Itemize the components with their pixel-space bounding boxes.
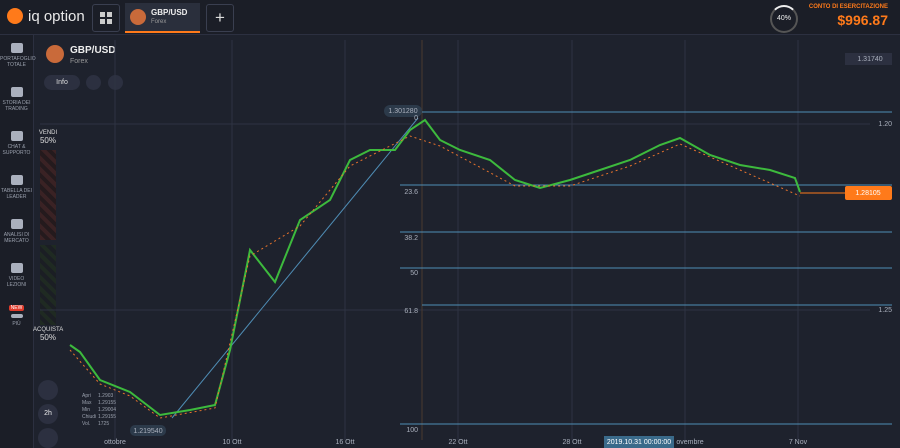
fib-label: 61.8	[404, 308, 418, 315]
fib-trend	[171, 117, 419, 419]
ohlc-value: 1.29155	[98, 414, 117, 420]
ohlc-key: Apri	[82, 393, 91, 399]
account-balance[interactable]: $996.87	[837, 12, 888, 28]
tab-subtitle: Forex	[151, 19, 167, 25]
sidebar: PORTAFOGLIO TOTALE STORIA DEI TRADING CH…	[0, 35, 36, 448]
price-line	[69, 118, 801, 417]
ohlc-row: Vol. 1725	[82, 421, 114, 428]
current-price-tag	[845, 186, 892, 200]
side-label: PORTAFOGLIO TOTALE	[0, 56, 36, 68]
side-label: CHAT & SUPPORTO	[2, 144, 31, 156]
asset-tab[interactable]: GBP/USD Forex	[125, 3, 200, 33]
ohlc-row: Apri 1.2903	[82, 393, 114, 400]
ohlc-row: Max 1.29155	[82, 400, 117, 407]
sell-percent: 50%	[39, 136, 56, 145]
top-price: 1.31740	[857, 56, 882, 63]
favorite-button[interactable]	[108, 75, 123, 90]
ohlc-box: Apri 1.2903 Max 1.29155 Min 1.29004 Chiudi 1…	[82, 393, 117, 428]
side-label: ANALISI DI MERCATO	[3, 232, 30, 244]
fib-lines	[400, 111, 892, 425]
current-price: 1.28105	[855, 190, 880, 197]
chart-icon	[46, 45, 64, 63]
chart-title[interactable]: GBP/USD	[70, 45, 116, 56]
side-label: PIÙ	[12, 321, 21, 327]
logo[interactable]: iq option	[28, 8, 85, 25]
new-badge: NEW	[8, 305, 25, 311]
x-label: ovembre	[676, 439, 703, 446]
buy-percent: 50%	[39, 333, 56, 342]
tab-title: GBP/USD	[151, 8, 188, 17]
low-price: 1.219540	[133, 428, 162, 435]
high-tag	[384, 105, 422, 117]
buy-text: ACQUISTA	[33, 327, 64, 333]
ohlc-row: Chiudi 1.29155	[82, 414, 117, 421]
ohlc-key: Chiudi	[82, 414, 97, 420]
chart-type-button[interactable]	[38, 380, 58, 400]
high-price: 1.301280	[388, 108, 417, 115]
gauge[interactable]: 40%	[770, 5, 798, 33]
add-tab[interactable]: +	[206, 4, 234, 32]
asset-icon	[130, 9, 146, 25]
side-label: VIDEO LEZIONI	[6, 276, 27, 288]
fib-label: 100	[406, 427, 418, 434]
ohlc-value: 1.2903	[98, 393, 114, 399]
ohlc-value: 1.29004	[98, 407, 117, 413]
logo-mark	[7, 8, 23, 24]
x-label: 16 Ott	[335, 439, 354, 446]
buy-label[interactable]: ACQUISTA 50%	[33, 327, 63, 342]
side-item[interactable]: STORIA DEI TRADING	[0, 87, 33, 112]
x-label: 10 Ott	[222, 439, 241, 446]
layout-button[interactable]	[92, 4, 120, 32]
alert-button[interactable]	[86, 75, 101, 90]
top-bar: iq option GBP/USD Forex + 40% CONTO DI E…	[0, 0, 900, 35]
cursor-date-tag	[604, 436, 674, 448]
x-label: 22 Ott	[448, 439, 467, 446]
ohlc-key: Vol.	[82, 421, 91, 427]
side-item[interactable]: TABELLA DEI LEADER	[0, 175, 33, 200]
sell-text: VENDI	[38, 130, 58, 136]
chart-subtitle: Forex	[70, 58, 88, 65]
grid	[40, 40, 870, 440]
info-button[interactable]: Info	[44, 75, 80, 90]
top-price-tag	[845, 53, 892, 65]
ohlc-value: 1.29155	[98, 400, 117, 406]
side-item[interactable]: CHAT & SUPPORTO	[0, 131, 33, 156]
cursor-date: 2019.10.31 00:00:00	[607, 439, 671, 446]
fib-label: 0	[414, 115, 418, 122]
side-label: STORIA DEI TRADING	[2, 100, 31, 112]
x-label: ottobre	[104, 439, 126, 446]
account-label[interactable]: CONTO DI ESERCITAZIONE	[808, 4, 888, 10]
sell-label[interactable]: VENDI 50%	[33, 130, 63, 145]
price-line-down	[69, 135, 801, 419]
axis-label: 1.25	[878, 307, 892, 314]
axis-label: 1.20	[878, 121, 892, 128]
fib-label: 50	[410, 270, 418, 277]
timeframe-button[interactable]: 2h	[38, 404, 58, 424]
ohlc-row: Min 1.29004	[82, 407, 117, 414]
x-label: 28 Ott	[562, 439, 581, 446]
side-item[interactable]: NEW PIÙ	[0, 305, 33, 327]
ohlc-key: Max	[82, 400, 92, 406]
fib-label: 38.2	[404, 235, 418, 242]
side-item[interactable]: ANALISI DI MERCATO	[0, 219, 33, 244]
draw-button[interactable]	[38, 428, 58, 448]
side-item[interactable]: PORTAFOGLIO TOTALE	[0, 43, 36, 68]
buy-bar	[40, 245, 56, 325]
sell-bar	[40, 150, 56, 240]
fib-label: 23.6	[404, 189, 418, 196]
ohlc-value: 1725	[98, 421, 110, 427]
x-label: 7 Nov	[789, 439, 808, 446]
low-tag	[130, 425, 166, 436]
side-label: TABELLA DEI LEADER	[0, 188, 33, 200]
ohlc-key: Min	[82, 407, 91, 413]
side-item[interactable]: VIDEO LEZIONI	[0, 263, 33, 288]
